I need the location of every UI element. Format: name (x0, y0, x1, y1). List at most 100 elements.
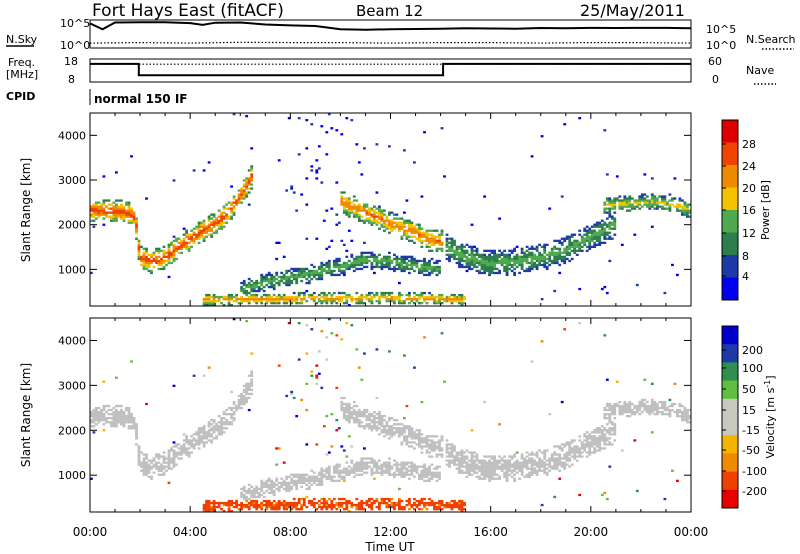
scatter-cell (132, 211, 136, 214)
scatter-cell (395, 267, 399, 271)
scatter-cell (520, 257, 524, 261)
scatter-cell (267, 487, 271, 491)
scatter-cell (305, 382, 309, 385)
scatter-cell (393, 431, 396, 434)
scatter-cell (515, 255, 519, 258)
scatter-cell (388, 431, 391, 434)
scatter-cell (272, 298, 276, 301)
scatter-cell (245, 291, 249, 295)
scatter-cell (167, 453, 171, 456)
scatter-cell (623, 406, 627, 410)
scatter-cell (655, 201, 659, 204)
scatter-cell (257, 493, 261, 497)
scatter-cell (375, 263, 379, 267)
scatter-cell (245, 320, 249, 323)
scatter-cell (200, 429, 203, 432)
colorbar-tick-label: 8 (742, 250, 749, 263)
scatter-cell (197, 241, 201, 244)
scatter-cell (403, 300, 406, 303)
scatter-cell (495, 459, 499, 462)
scatter-cell (530, 453, 534, 456)
scatter-cell (425, 471, 429, 474)
scatter-cell (653, 413, 657, 416)
scatter-cell (395, 225, 399, 228)
scatter-cell (513, 247, 516, 250)
scatter-cell (603, 229, 607, 232)
scatter-cell (600, 287, 604, 291)
scatter-cell (245, 300, 249, 303)
scatter-cell (180, 245, 183, 248)
scatter-cell (275, 300, 279, 303)
scatter-cell (420, 239, 424, 242)
scatter-cell (245, 398, 249, 402)
scatter-cell (613, 427, 617, 430)
scatter-cell (320, 479, 324, 482)
colorbar-swatch (722, 277, 738, 301)
scatter-cell (605, 199, 609, 202)
scatter-cell (403, 261, 406, 265)
scatter-cell (440, 241, 444, 244)
scatter-cell (668, 408, 672, 412)
scatter-cell (267, 285, 271, 289)
scatter-cell (310, 295, 314, 299)
scatter-cell (357, 465, 361, 468)
scatter-cell (488, 267, 491, 271)
scatter-cell (428, 465, 431, 468)
scatter-cell (200, 221, 203, 224)
scatter-cell (425, 473, 429, 476)
scatter-cell (378, 501, 381, 505)
scatter-cell (170, 255, 173, 258)
scatter-cell (352, 475, 356, 478)
scatter-cell (170, 459, 173, 462)
scatter-cell (505, 269, 509, 273)
scatter-cell (608, 223, 612, 226)
scatter-cell (307, 501, 311, 505)
scatter-cell (678, 203, 682, 206)
scatter-cell (295, 302, 299, 305)
scatter-cell (540, 135, 544, 138)
scatter-cell (230, 211, 233, 214)
scatter-cell (403, 429, 406, 432)
scatter-cell (332, 475, 336, 478)
scatter-cell (255, 491, 259, 495)
scatter-cell (613, 205, 617, 208)
scatter-cell (510, 259, 514, 263)
scatter-cell (676, 209, 679, 212)
scatter-cell (535, 469, 539, 472)
scatter-cell (460, 243, 464, 246)
scatter-cell (172, 245, 176, 248)
scatter-cell (608, 227, 612, 230)
scatter-cell (180, 447, 183, 450)
scatter-cell (295, 279, 299, 283)
scatter-cell (112, 419, 116, 422)
scatter-cell (483, 455, 486, 458)
scatter-cell (468, 465, 471, 468)
scatter-cell (438, 302, 441, 305)
scatter-cell (267, 485, 271, 488)
scatter-cell (655, 207, 659, 210)
scatter-cell (100, 213, 103, 216)
scatter-cell (207, 366, 211, 369)
scatter-cell (222, 207, 226, 210)
scatter-cell (630, 402, 634, 406)
scatter-cell (593, 233, 597, 236)
scatter-cell (122, 415, 126, 418)
scatter-cell (673, 411, 677, 414)
scatter-cell (503, 255, 506, 258)
scatter-cell (578, 243, 582, 246)
scatter-cell (425, 475, 429, 478)
scatter-cell (375, 215, 379, 218)
scatter-cell (460, 455, 464, 458)
scatter-cell (335, 265, 339, 269)
scatter-cell (170, 251, 173, 254)
scatter-cell (237, 406, 241, 410)
scatter-cell (375, 469, 379, 472)
scatter-cell (112, 215, 116, 218)
scatter-cell (90, 205, 93, 208)
scatter-cell (545, 459, 549, 462)
scatter-cell (363, 508, 366, 511)
scatter-cell (513, 261, 516, 265)
scatter-cell (458, 453, 461, 456)
scatter-cell (335, 181, 339, 184)
scatter-cell (681, 419, 684, 422)
